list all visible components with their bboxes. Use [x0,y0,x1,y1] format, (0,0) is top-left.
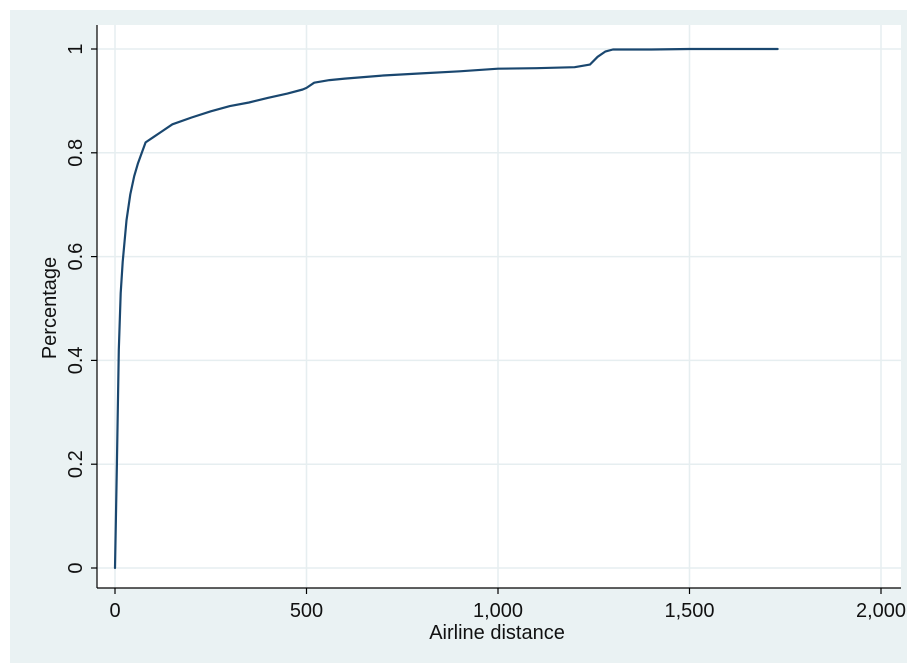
y-axis-label: Percentage [39,257,61,359]
y-tick-label: 0 [65,562,87,573]
y-tick-label: 0.4 [65,346,87,374]
axes [96,25,901,589]
x-tick-label: 500 [290,600,323,622]
series-layer [113,47,779,570]
y-tick-label: 0.8 [65,139,87,167]
tick-labels: 0 500 1,000 1,500 2,000 0 0.2 0.4 0.6 0.8 1 [65,43,906,622]
cdf-series-line [113,47,779,570]
x-tick-label: 1,500 [664,600,714,622]
y-tick-label: 0.2 [65,450,87,478]
y-tick-label: 0.6 [65,243,87,271]
gridlines [97,25,901,588]
plot-area [97,25,901,588]
x-tick-label: 1,000 [473,600,523,622]
x-tick-label: 2,000 [856,600,906,622]
x-tick-label: 0 [109,600,120,622]
y-tick-label: 1 [65,43,87,54]
x-axis-label: Airline distance [429,622,565,644]
